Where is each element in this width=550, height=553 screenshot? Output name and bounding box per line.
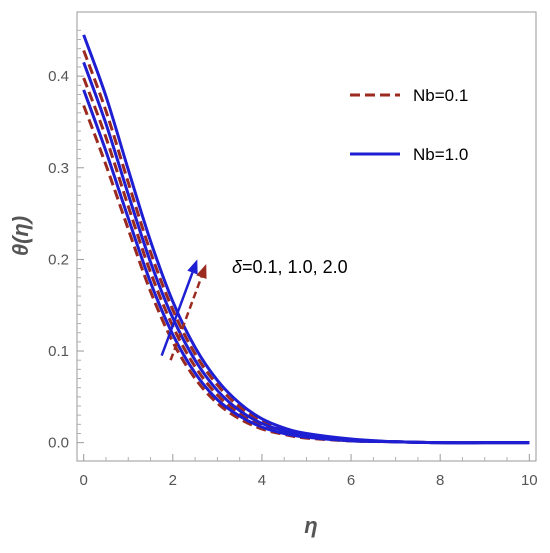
delta-arrow-head-nb-0-1 bbox=[196, 263, 207, 280]
series-line-nb-0-1-delta-0-1 bbox=[82, 104, 530, 445]
y-axis-label: θ(η) bbox=[8, 216, 33, 256]
delta-arrow-shaft-nb-0-1 bbox=[169, 276, 203, 361]
legend-label-nb-0-1: Nb=0.1 bbox=[413, 86, 468, 105]
x-tick-label: 10 bbox=[521, 472, 538, 489]
delta-arrow-shaft-nb-1-0 bbox=[160, 272, 194, 357]
x-axis-label: η bbox=[304, 513, 317, 538]
curves-layer bbox=[82, 34, 530, 445]
delta-arrow-head-nb-1-0 bbox=[187, 259, 198, 275]
x-tick-label: 4 bbox=[258, 472, 266, 489]
series-line-nb-0-1-delta-2 bbox=[82, 49, 530, 445]
series-line-nb-1-0-delta-2 bbox=[82, 34, 530, 445]
x-tick-label: 6 bbox=[347, 472, 355, 489]
delta-symbol: δ bbox=[232, 257, 243, 277]
x-ticks: 0 2 4 6 8 10 bbox=[80, 454, 538, 489]
delta-values: =0.1, 1.0, 2.0 bbox=[242, 257, 348, 277]
y-tick-label: 0.0 bbox=[48, 435, 69, 452]
y-tick-label: 0.2 bbox=[48, 251, 69, 268]
y-tick-label: 0.4 bbox=[48, 68, 69, 85]
legend: Nb=0.1 Nb=1.0 bbox=[350, 86, 468, 164]
arrows-layer bbox=[160, 259, 207, 361]
y-tick-label: 0.1 bbox=[48, 343, 69, 360]
x-tick-label: 2 bbox=[169, 472, 177, 489]
x-tick-label: 8 bbox=[436, 472, 444, 489]
legend-label-nb-1-0: Nb=1.0 bbox=[413, 145, 468, 164]
x-tick-label: 0 bbox=[80, 472, 88, 489]
y-tick-label: 0.3 bbox=[48, 160, 69, 177]
delta-annotation: δ=0.1, 1.0, 2.0 bbox=[232, 257, 348, 277]
y-ticks: 0.0 0.1 0.2 0.3 0.4 bbox=[48, 29, 84, 452]
